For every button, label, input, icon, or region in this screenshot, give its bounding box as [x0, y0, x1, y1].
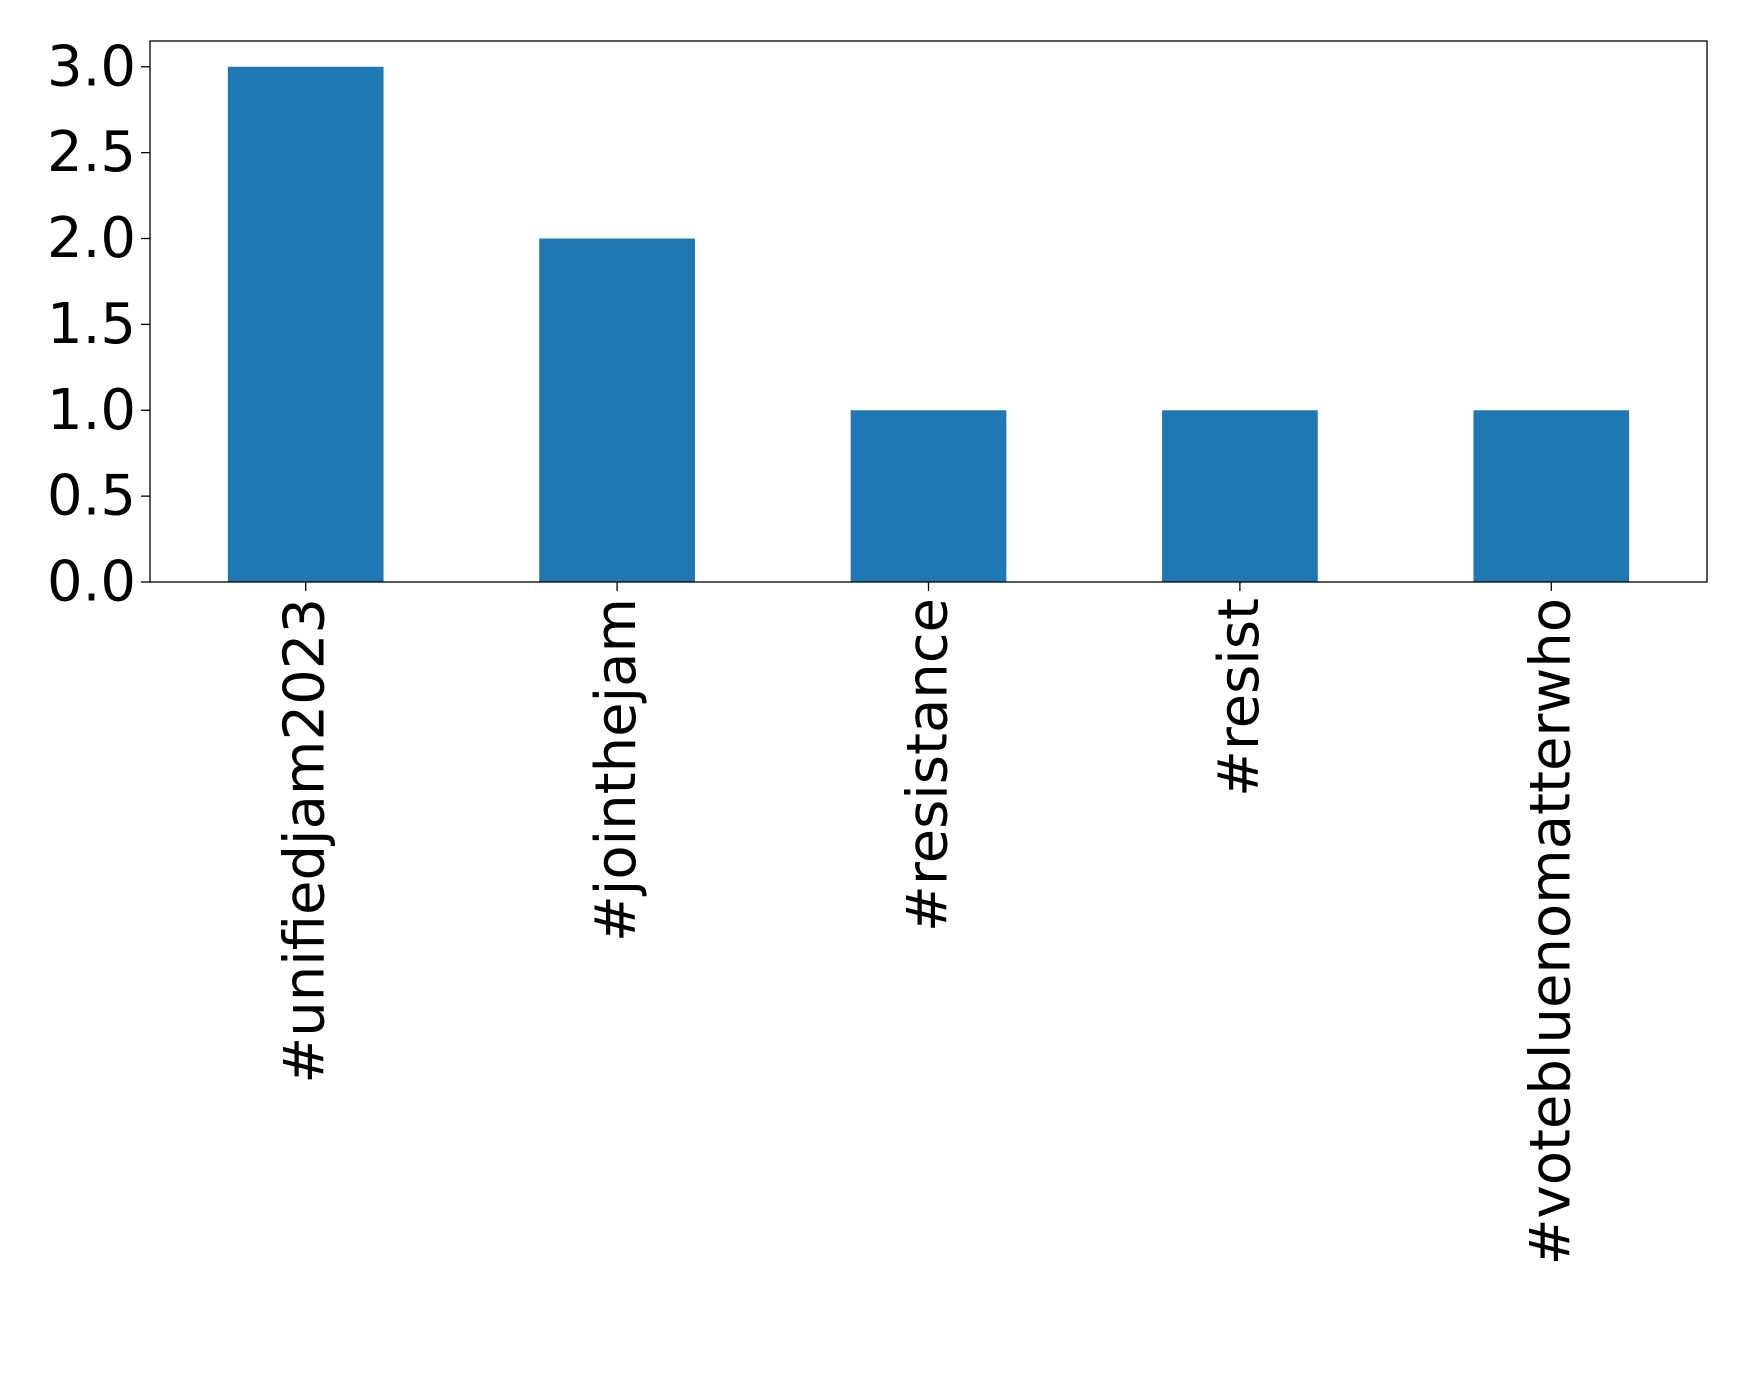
y-tick-label: 3.0 [47, 34, 136, 99]
y-tick-label: 1.5 [47, 292, 136, 357]
y-tick-label: 2.0 [47, 206, 136, 271]
x-tick-label: #resist [1207, 598, 1272, 797]
x-tick-label: #votebluenomatterwho [1518, 598, 1583, 1265]
bar-resist [1162, 410, 1318, 582]
y-tick-label: 2.5 [47, 120, 136, 185]
x-axis: #unifiedjam2023 #jointhejam #resistance #re… [273, 582, 1583, 1265]
y-axis: 0.0 0.5 1.0 1.5 2.0 2.5 3.0 [47, 34, 150, 615]
x-tick-label: #resistance [896, 598, 961, 932]
bar-votebluenomatterwho [1473, 410, 1630, 582]
bar-jointhejam [539, 238, 695, 582]
bar-resistance [850, 410, 1007, 582]
x-tick-label: #jointhejam [584, 598, 649, 942]
bars-layer [227, 66, 1630, 582]
x-tick-label: #unifiedjam2023 [273, 598, 338, 1084]
y-tick-label: 1.0 [47, 378, 136, 443]
bar-unifiedjam2023 [227, 66, 384, 582]
y-tick-label: 0.0 [47, 550, 136, 615]
y-tick-label: 0.5 [47, 464, 136, 529]
